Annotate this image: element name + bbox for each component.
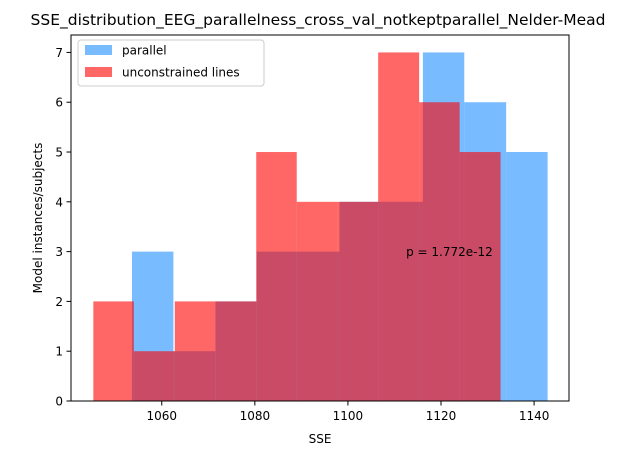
bar-unconstrained-lines-7 — [378, 52, 420, 402]
x-tick-label: 1080 — [240, 409, 271, 423]
legend-box — [77, 39, 265, 87]
bar-unconstrained-lines-0 — [93, 301, 134, 401]
x-tick-label: 1100 — [333, 409, 364, 423]
legend: parallel unconstrained lines — [77, 39, 265, 87]
y-tick-label: 2 — [55, 295, 63, 309]
y-tick-label: 7 — [55, 46, 63, 60]
legend-swatch-unconstrained-lines — [85, 67, 112, 77]
annotation-p-value: p = 1.772e-12 — [406, 245, 493, 259]
chart-title: SSE_distribution_EEG_parallelness_cross_… — [31, 11, 606, 30]
y-tick-label: 3 — [55, 245, 63, 259]
y-tick-label: 0 — [55, 395, 63, 409]
y-tick-label: 1 — [55, 345, 63, 359]
bar-unconstrained-lines-3 — [215, 301, 257, 401]
bar-unconstrained-lines-9 — [459, 152, 501, 401]
bar-unconstrained-lines-2 — [174, 301, 216, 401]
bar-unconstrained-lines-8 — [419, 102, 460, 401]
y-axis-label: Model instances/subjects — [31, 143, 45, 294]
x-axis-ticks: 1060 1080 1100 1120 1140 — [146, 401, 549, 423]
bar-unconstrained-lines-1 — [133, 351, 175, 401]
y-tick-label: 4 — [55, 195, 63, 209]
y-axis-ticks: 0 1 2 3 4 5 6 7 — [55, 46, 71, 409]
x-tick-label: 1120 — [426, 409, 457, 423]
bar-unconstrained-lines-5 — [296, 201, 338, 401]
x-axis-label: SSE — [309, 432, 332, 446]
bar-parallel-9 — [506, 152, 548, 401]
bar-unconstrained-lines-4 — [256, 152, 297, 401]
y-tick-label: 6 — [55, 96, 63, 110]
x-tick-label: 1140 — [519, 409, 550, 423]
bar-unconstrained-lines-6 — [337, 201, 379, 401]
legend-label-parallel: parallel — [122, 44, 167, 58]
y-tick-label: 5 — [55, 146, 63, 160]
bars-layer — [93, 52, 548, 402]
legend-swatch-parallel — [85, 45, 112, 55]
x-tick-label: 1060 — [146, 409, 177, 423]
legend-label-unconstrained-lines: unconstrained lines — [122, 66, 240, 80]
plot-frame — [70, 34, 570, 402]
annotations-layer: p = 1.772e-12 — [406, 245, 493, 259]
